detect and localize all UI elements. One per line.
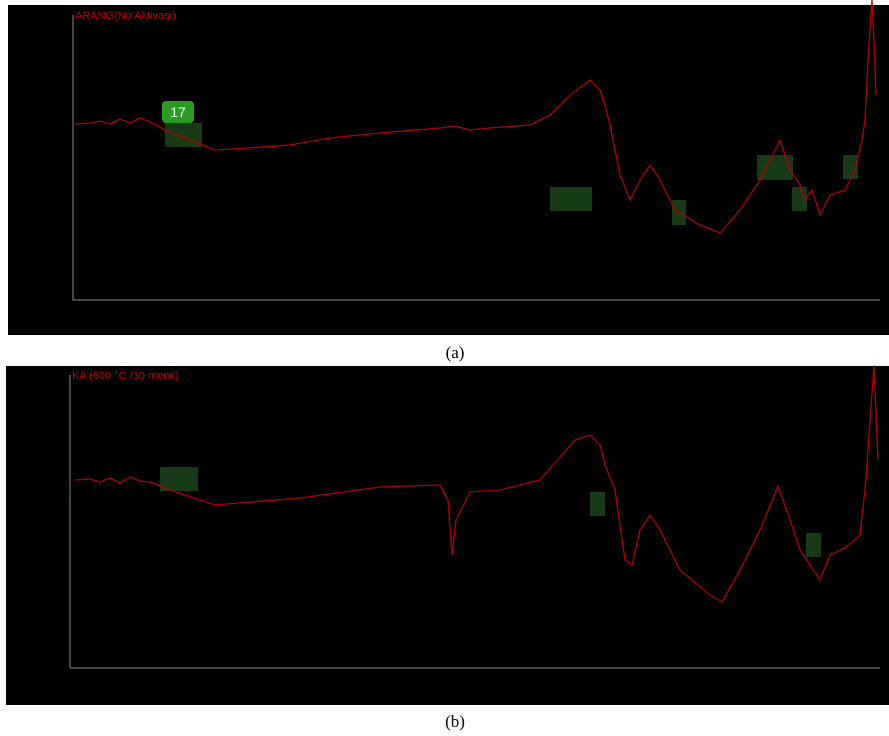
caption: (a)	[446, 343, 465, 362]
highlight	[590, 492, 605, 516]
panel-background	[8, 5, 889, 335]
highlight	[160, 467, 198, 491]
spectrum-curve	[74, 0, 877, 234]
highlights	[160, 467, 821, 557]
panel-background	[6, 366, 889, 705]
badge: 17	[162, 101, 194, 123]
spectrum-curve	[74, 365, 879, 603]
highlight	[550, 187, 592, 211]
caption: (b)	[445, 712, 465, 731]
spectrum-label: KA (600 °C /30 menit)	[72, 370, 179, 382]
spectrum-label: ARANG(No Aktivasi)	[75, 10, 176, 22]
panel-b: KA (600 °C /30 menit) (b)	[6, 365, 889, 731]
highlight	[843, 155, 858, 179]
panel-a: ARANG(No Aktivasi) 17 (a)	[8, 0, 889, 362]
highlight	[165, 123, 202, 147]
highlight	[806, 533, 821, 557]
badge-background	[162, 101, 194, 123]
badge-text: 17	[170, 104, 186, 120]
